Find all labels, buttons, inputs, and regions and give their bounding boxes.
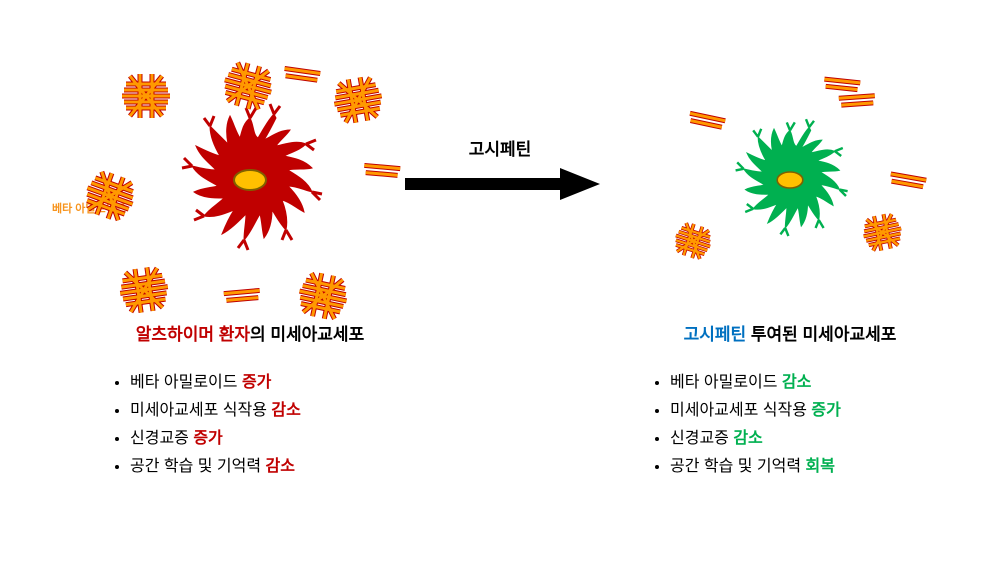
amyloid-fibril-icon xyxy=(685,110,729,135)
left-cell-area: 베타 아밀로이드 xyxy=(90,50,410,310)
left-panel: 베타 아밀로이드 알츠하이머 환자의 미세아교세포 베타 아밀로이드 증가미세아… xyxy=(60,50,440,481)
list-item: 공간 학습 및 기억력 회복 xyxy=(670,453,980,481)
amyloid-plaque-icon xyxy=(118,68,174,129)
amyloid-plaque-icon xyxy=(116,262,172,323)
right-cell-area xyxy=(630,50,950,310)
amyloid-plaque-icon xyxy=(220,58,276,119)
list-item: 공간 학습 및 기억력 감소 xyxy=(130,453,440,481)
right-caption-highlight: 고시페틴 xyxy=(684,325,747,344)
left-caption-highlight: 알츠하이머 환자 xyxy=(136,325,250,344)
list-item: 베타 아밀로이드 감소 xyxy=(670,369,980,397)
amyloid-fibril-icon xyxy=(280,64,324,89)
amyloid-plaque-icon xyxy=(82,168,138,229)
arrow-icon xyxy=(400,164,600,204)
amyloid-fibril-icon xyxy=(886,170,930,195)
left-caption: 알츠하이머 환자의 미세아교세포 xyxy=(60,320,440,345)
list-item: 베타 아밀로이드 증가 xyxy=(130,369,440,397)
amyloid-plaque-icon xyxy=(860,210,905,260)
right-panel: 고시페틴 투여된 미세아교세포 베타 아밀로이드 감소미세아교세포 식작용 증가… xyxy=(600,50,980,481)
list-item: 신경교증 감소 xyxy=(670,425,980,453)
amyloid-fibril-icon xyxy=(220,285,264,310)
arrow-block: 고시페틴 xyxy=(400,135,600,209)
amyloid-fibril-icon xyxy=(835,90,879,115)
amyloid-plaque-icon xyxy=(672,220,714,267)
microglia-right-icon xyxy=(710,100,870,260)
list-item: 미세아교세포 식작용 증가 xyxy=(670,397,980,425)
right-caption: 고시페틴 투여된 미세아교세포 xyxy=(600,320,980,345)
right-caption-rest: 투여된 미세아교세포 xyxy=(746,325,896,344)
right-points: 베타 아밀로이드 감소미세아교세포 식작용 증가신경교증 감소공간 학습 및 기… xyxy=(670,369,980,481)
left-points: 베타 아밀로이드 증가미세아교세포 식작용 감소신경교증 증가공간 학습 및 기… xyxy=(130,369,440,481)
list-item: 신경교증 증가 xyxy=(130,425,440,453)
arrow-label: 고시페틴 xyxy=(400,135,600,160)
list-item: 미세아교세포 식작용 감소 xyxy=(130,397,440,425)
amyloid-plaque-icon xyxy=(330,72,386,133)
amyloid-fibril-icon xyxy=(360,160,404,185)
amyloid-plaque-icon xyxy=(295,268,351,329)
